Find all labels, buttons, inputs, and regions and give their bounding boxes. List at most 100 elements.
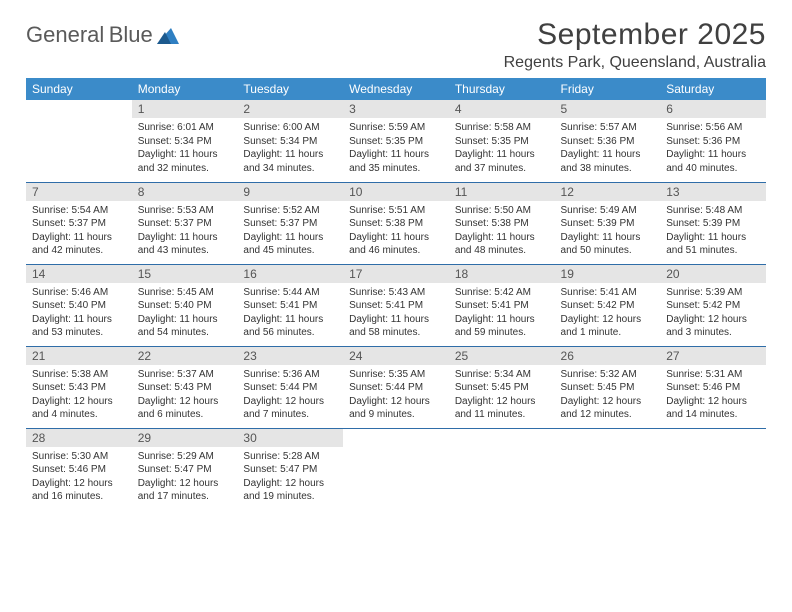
calendar-cell: 9Sunrise: 5:52 AMSunset: 5:37 PMDaylight… — [237, 182, 343, 264]
day-body: Sunrise: 5:49 AMSunset: 5:39 PMDaylight:… — [555, 201, 661, 261]
calendar-cell: 13Sunrise: 5:48 AMSunset: 5:39 PMDayligh… — [660, 182, 766, 264]
calendar-cell — [343, 428, 449, 510]
calendar-cell: 22Sunrise: 5:37 AMSunset: 5:43 PMDayligh… — [132, 346, 238, 428]
day-body: Sunrise: 5:29 AMSunset: 5:47 PMDaylight:… — [132, 447, 238, 507]
logo-text-2: Blue — [109, 22, 153, 47]
day-body: Sunrise: 6:00 AMSunset: 5:34 PMDaylight:… — [237, 118, 343, 178]
calendar-cell: 30Sunrise: 5:28 AMSunset: 5:47 PMDayligh… — [237, 428, 343, 510]
calendar-cell: 18Sunrise: 5:42 AMSunset: 5:41 PMDayligh… — [449, 264, 555, 346]
day-number: 11 — [449, 183, 555, 201]
weekday-header: Monday — [132, 78, 238, 100]
day-number: 24 — [343, 347, 449, 365]
month-title: September 2025 — [504, 18, 766, 52]
calendar-cell: 28Sunrise: 5:30 AMSunset: 5:46 PMDayligh… — [26, 428, 132, 510]
calendar-cell: 11Sunrise: 5:50 AMSunset: 5:38 PMDayligh… — [449, 182, 555, 264]
calendar-cell: 15Sunrise: 5:45 AMSunset: 5:40 PMDayligh… — [132, 264, 238, 346]
calendar-cell: 14Sunrise: 5:46 AMSunset: 5:40 PMDayligh… — [26, 264, 132, 346]
calendar-cell: 12Sunrise: 5:49 AMSunset: 5:39 PMDayligh… — [555, 182, 661, 264]
weekday-header: Saturday — [660, 78, 766, 100]
calendar-cell: 17Sunrise: 5:43 AMSunset: 5:41 PMDayligh… — [343, 264, 449, 346]
day-number: 20 — [660, 265, 766, 283]
day-number: 26 — [555, 347, 661, 365]
day-number: 18 — [449, 265, 555, 283]
calendar-cell: 4Sunrise: 5:58 AMSunset: 5:35 PMDaylight… — [449, 100, 555, 182]
day-number: 17 — [343, 265, 449, 283]
calendar-cell: 19Sunrise: 5:41 AMSunset: 5:42 PMDayligh… — [555, 264, 661, 346]
calendar-cell: 16Sunrise: 5:44 AMSunset: 5:41 PMDayligh… — [237, 264, 343, 346]
day-body: Sunrise: 5:43 AMSunset: 5:41 PMDaylight:… — [343, 283, 449, 343]
day-number: 12 — [555, 183, 661, 201]
day-number: 29 — [132, 429, 238, 447]
weekday-header: Tuesday — [237, 78, 343, 100]
calendar-cell: 27Sunrise: 5:31 AMSunset: 5:46 PMDayligh… — [660, 346, 766, 428]
day-number: 16 — [237, 265, 343, 283]
day-body: Sunrise: 5:45 AMSunset: 5:40 PMDaylight:… — [132, 283, 238, 343]
calendar-cell: 6Sunrise: 5:56 AMSunset: 5:36 PMDaylight… — [660, 100, 766, 182]
weekday-header: Thursday — [449, 78, 555, 100]
calendar-cell: 24Sunrise: 5:35 AMSunset: 5:44 PMDayligh… — [343, 346, 449, 428]
day-body: Sunrise: 5:35 AMSunset: 5:44 PMDaylight:… — [343, 365, 449, 425]
day-body: Sunrise: 5:44 AMSunset: 5:41 PMDaylight:… — [237, 283, 343, 343]
day-number: 3 — [343, 100, 449, 118]
day-body: Sunrise: 5:52 AMSunset: 5:37 PMDaylight:… — [237, 201, 343, 261]
calendar-cell: 2Sunrise: 6:00 AMSunset: 5:34 PMDaylight… — [237, 100, 343, 182]
day-number: 30 — [237, 429, 343, 447]
day-body: Sunrise: 5:58 AMSunset: 5:35 PMDaylight:… — [449, 118, 555, 178]
calendar-cell: 25Sunrise: 5:34 AMSunset: 5:45 PMDayligh… — [449, 346, 555, 428]
day-number: 4 — [449, 100, 555, 118]
calendar-cell — [449, 428, 555, 510]
calendar-cell: 23Sunrise: 5:36 AMSunset: 5:44 PMDayligh… — [237, 346, 343, 428]
calendar-cell: 7Sunrise: 5:54 AMSunset: 5:37 PMDaylight… — [26, 182, 132, 264]
day-body: Sunrise: 5:32 AMSunset: 5:45 PMDaylight:… — [555, 365, 661, 425]
day-body: Sunrise: 5:31 AMSunset: 5:46 PMDaylight:… — [660, 365, 766, 425]
day-number: 6 — [660, 100, 766, 118]
calendar-cell: 29Sunrise: 5:29 AMSunset: 5:47 PMDayligh… — [132, 428, 238, 510]
day-body: Sunrise: 5:50 AMSunset: 5:38 PMDaylight:… — [449, 201, 555, 261]
calendar-table: SundayMondayTuesdayWednesdayThursdayFrid… — [26, 78, 766, 510]
day-number: 14 — [26, 265, 132, 283]
day-body: Sunrise: 5:38 AMSunset: 5:43 PMDaylight:… — [26, 365, 132, 425]
day-number: 27 — [660, 347, 766, 365]
logo-mark-icon — [157, 26, 179, 44]
day-body: Sunrise: 5:37 AMSunset: 5:43 PMDaylight:… — [132, 365, 238, 425]
day-body: Sunrise: 5:53 AMSunset: 5:37 PMDaylight:… — [132, 201, 238, 261]
day-number: 23 — [237, 347, 343, 365]
day-number: 21 — [26, 347, 132, 365]
day-body: Sunrise: 5:34 AMSunset: 5:45 PMDaylight:… — [449, 365, 555, 425]
day-body: Sunrise: 6:01 AMSunset: 5:34 PMDaylight:… — [132, 118, 238, 178]
day-body: Sunrise: 5:41 AMSunset: 5:42 PMDaylight:… — [555, 283, 661, 343]
calendar-cell: 21Sunrise: 5:38 AMSunset: 5:43 PMDayligh… — [26, 346, 132, 428]
day-number: 9 — [237, 183, 343, 201]
calendar-cell: 3Sunrise: 5:59 AMSunset: 5:35 PMDaylight… — [343, 100, 449, 182]
day-body: Sunrise: 5:46 AMSunset: 5:40 PMDaylight:… — [26, 283, 132, 343]
day-number: 2 — [237, 100, 343, 118]
day-number: 5 — [555, 100, 661, 118]
day-body: Sunrise: 5:42 AMSunset: 5:41 PMDaylight:… — [449, 283, 555, 343]
day-number: 8 — [132, 183, 238, 201]
day-body: Sunrise: 5:39 AMSunset: 5:42 PMDaylight:… — [660, 283, 766, 343]
weekday-header: Sunday — [26, 78, 132, 100]
day-body: Sunrise: 5:48 AMSunset: 5:39 PMDaylight:… — [660, 201, 766, 261]
calendar-cell: 5Sunrise: 5:57 AMSunset: 5:36 PMDaylight… — [555, 100, 661, 182]
day-body: Sunrise: 5:56 AMSunset: 5:36 PMDaylight:… — [660, 118, 766, 178]
day-number: 25 — [449, 347, 555, 365]
day-number: 15 — [132, 265, 238, 283]
logo-text-1: General — [26, 22, 104, 47]
day-body: Sunrise: 5:54 AMSunset: 5:37 PMDaylight:… — [26, 201, 132, 261]
day-body: Sunrise: 5:57 AMSunset: 5:36 PMDaylight:… — [555, 118, 661, 178]
day-number: 13 — [660, 183, 766, 201]
calendar-cell: 20Sunrise: 5:39 AMSunset: 5:42 PMDayligh… — [660, 264, 766, 346]
weekday-header: Wednesday — [343, 78, 449, 100]
weekday-header: Friday — [555, 78, 661, 100]
calendar-cell: 1Sunrise: 6:01 AMSunset: 5:34 PMDaylight… — [132, 100, 238, 182]
calendar-cell — [26, 100, 132, 182]
logo: General Blue — [26, 18, 179, 47]
day-number: 10 — [343, 183, 449, 201]
header: General Blue September 2025 Regents Park… — [26, 18, 766, 72]
calendar-cell — [660, 428, 766, 510]
day-body: Sunrise: 5:59 AMSunset: 5:35 PMDaylight:… — [343, 118, 449, 178]
day-number: 19 — [555, 265, 661, 283]
calendar-cell: 26Sunrise: 5:32 AMSunset: 5:45 PMDayligh… — [555, 346, 661, 428]
day-body: Sunrise: 5:51 AMSunset: 5:38 PMDaylight:… — [343, 201, 449, 261]
day-body: Sunrise: 5:36 AMSunset: 5:44 PMDaylight:… — [237, 365, 343, 425]
